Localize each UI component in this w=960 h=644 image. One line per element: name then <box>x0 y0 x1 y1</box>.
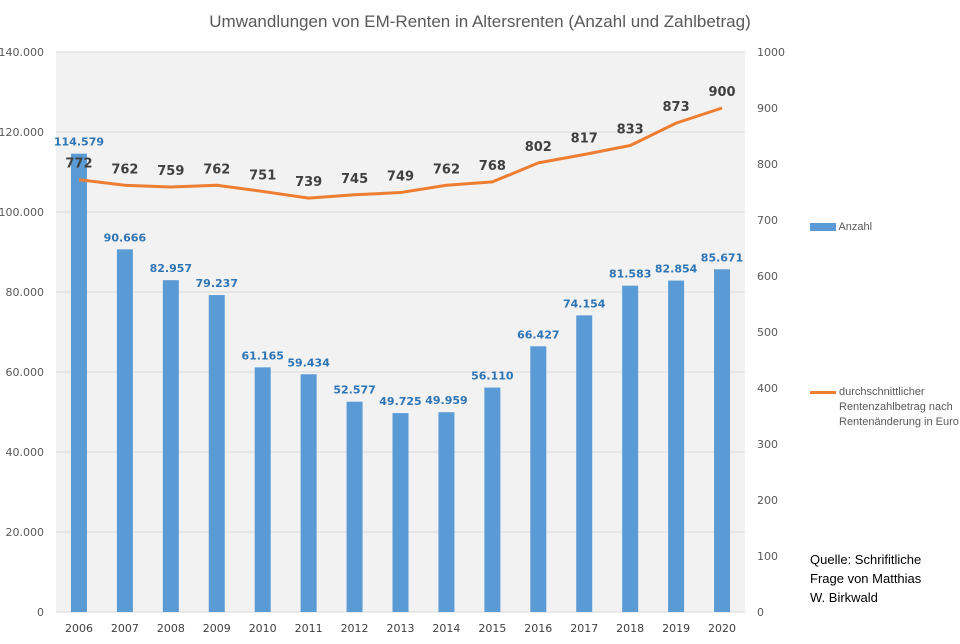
bar-anzahl <box>576 315 593 612</box>
bar-data-label: 61.165 <box>241 349 283 362</box>
x-tick-label: 2014 <box>432 622 460 635</box>
legend-item-anzahl: Anzahl <box>810 221 872 233</box>
x-tick-label: 2012 <box>341 622 369 635</box>
y-right-tick-label: 400 <box>757 382 778 395</box>
bar-data-label: 79.237 <box>196 277 238 290</box>
chart-title: Umwandlungen von EM-Renten in Altersrent… <box>209 12 751 31</box>
y-right-tick-label: 1000 <box>757 46 785 59</box>
line-data-label: 833 <box>617 123 644 138</box>
bar-anzahl <box>116 249 133 612</box>
bar-anzahl <box>162 280 179 612</box>
legend-line-swatch <box>810 391 836 394</box>
y-right-tick-label: 900 <box>757 102 778 115</box>
bar-data-label: 114.579 <box>54 136 104 149</box>
bar-data-label: 90.666 <box>104 231 147 244</box>
x-tick-label: 2013 <box>387 622 415 635</box>
bar-anzahl <box>208 295 225 612</box>
x-tick-label: 2017 <box>570 622 598 635</box>
legend-item-zahlbetrag: durchschnittlicher Rentenzahlbetrag nach… <box>810 385 960 430</box>
line-data-label: 751 <box>249 168 276 183</box>
bar-data-label: 85.671 <box>701 251 743 264</box>
x-tick-label: 2018 <box>616 622 644 635</box>
y-right-tick-label: 0 <box>757 606 764 619</box>
x-tick-label: 2008 <box>157 622 185 635</box>
y-left-tick-label: 0 <box>37 606 44 619</box>
y-right-tick-label: 100 <box>757 550 778 563</box>
bar-data-label: 56.110 <box>471 370 514 383</box>
line-data-label: 749 <box>387 170 414 185</box>
x-tick-label: 2006 <box>65 622 93 635</box>
bar-anzahl <box>392 413 409 612</box>
bar-anzahl <box>530 346 547 612</box>
y-right-tick-label: 300 <box>757 438 778 451</box>
x-tick-label: 2011 <box>295 622 323 635</box>
x-tick-label: 2016 <box>524 622 552 635</box>
source-note: Quelle: Schrifitliche Frage von Matthias… <box>810 550 960 607</box>
x-tick-label: 2010 <box>249 622 277 635</box>
y-right-tick-label: 500 <box>757 326 778 339</box>
bar-anzahl <box>438 412 455 612</box>
bar-anzahl <box>254 367 271 612</box>
y-right-tick-label: 600 <box>757 270 778 283</box>
line-data-label: 873 <box>663 100 690 115</box>
source-line: W. Birkwald <box>810 590 878 605</box>
bar-anzahl <box>622 285 639 612</box>
y-right-tick-label: 200 <box>757 494 778 507</box>
line-data-label: 762 <box>111 162 138 177</box>
y-left-tick-label: 60.000 <box>6 366 45 379</box>
bar-anzahl <box>346 401 363 612</box>
bar-data-label: 52.577 <box>333 384 375 397</box>
line-data-label: 817 <box>571 131 598 146</box>
bar-data-label: 49.725 <box>379 395 421 408</box>
bar-anzahl <box>70 153 87 612</box>
source-line: Frage von Matthias <box>810 571 922 586</box>
x-tick-label: 2009 <box>203 622 231 635</box>
y-left-tick-label: 120.000 <box>0 126 44 139</box>
bar-data-label: 66.427 <box>517 328 559 341</box>
line-data-label: 772 <box>65 157 92 172</box>
line-data-label: 745 <box>341 172 368 187</box>
y-left-tick-label: 20.000 <box>6 526 45 539</box>
bar-data-label: 49.959 <box>425 394 467 407</box>
bar-data-label: 82.854 <box>655 263 698 276</box>
x-tick-label: 2020 <box>708 622 736 635</box>
line-data-label: 768 <box>479 159 506 174</box>
line-data-label: 762 <box>433 162 460 177</box>
y-right-tick-label: 800 <box>757 158 778 171</box>
bar-data-label: 82.957 <box>150 262 192 275</box>
y-left-tick-label: 140.000 <box>0 46 44 59</box>
y-left-tick-label: 40.000 <box>6 446 45 459</box>
bar-anzahl <box>484 387 501 612</box>
line-data-label: 802 <box>525 140 552 155</box>
line-data-label: 739 <box>295 175 322 190</box>
bar-data-label: 59.434 <box>287 356 330 369</box>
line-data-label: 759 <box>157 164 184 179</box>
bar-data-label: 74.154 <box>563 297 606 310</box>
y-left-tick-label: 80.000 <box>6 286 45 299</box>
x-tick-label: 2015 <box>478 622 506 635</box>
bar-anzahl <box>714 269 731 612</box>
bar-data-label: 81.583 <box>609 268 651 281</box>
legend-label: durchschnittlicher Rentenzahlbetrag nach… <box>839 386 959 428</box>
line-data-label: 900 <box>708 85 735 100</box>
y-right-tick-label: 700 <box>757 214 778 227</box>
bar-anzahl <box>300 374 317 612</box>
bar-anzahl <box>668 280 685 612</box>
source-line: Quelle: Schrifitliche <box>810 552 922 567</box>
x-tick-label: 2019 <box>662 622 690 635</box>
legend-label: Anzahl <box>838 221 873 233</box>
line-data-label: 762 <box>203 162 230 177</box>
legend-bar-swatch <box>810 223 836 232</box>
y-left-tick-label: 100.000 <box>0 206 44 219</box>
x-tick-label: 2007 <box>111 622 139 635</box>
